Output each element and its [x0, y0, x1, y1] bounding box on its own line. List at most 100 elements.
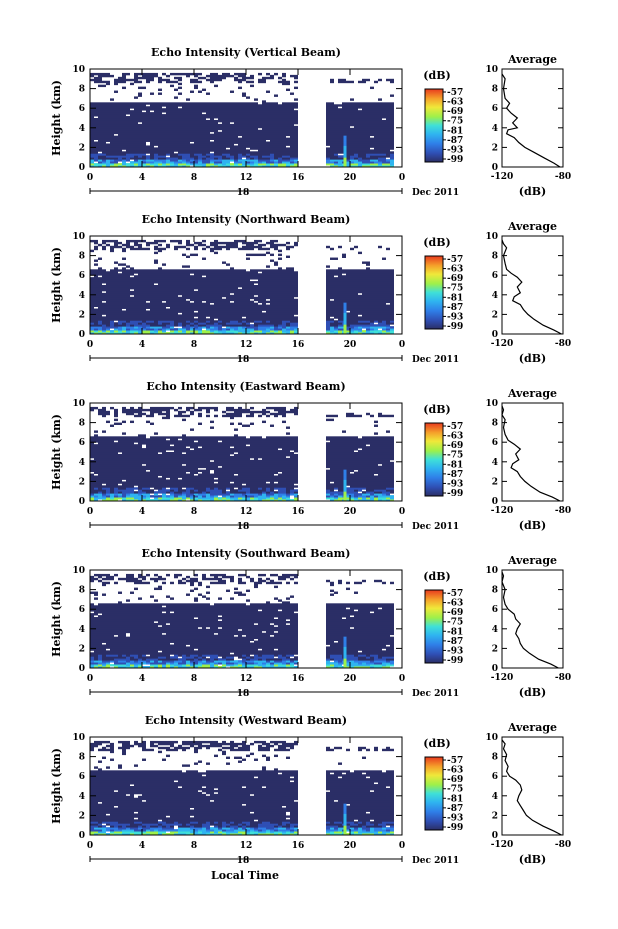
profile-x-label: (dB) [519, 352, 546, 365]
panel-title: Echo Intensity (Vertical Beam) [151, 46, 341, 59]
x-tick-label: 20 [344, 340, 357, 350]
y-axis-label: Height (km) [50, 748, 63, 824]
x-tick-label: 0 [399, 841, 405, 851]
y-tick-label: 10 [72, 65, 85, 75]
profile-y-tick-label: 0 [492, 497, 498, 507]
y-tick-label: 4 [79, 458, 85, 468]
colorbar-unit: (dB) [423, 570, 450, 583]
profile-y-tick-label: 2 [492, 644, 498, 654]
profile-y-tick-label: 8 [492, 753, 498, 763]
profile-x-label: (dB) [519, 519, 546, 532]
colorbar-tick-label: -63 [447, 766, 463, 776]
profile-y-tick-label: 4 [492, 291, 498, 301]
colorbar-tick-label: -93 [447, 646, 463, 656]
colorbar [424, 422, 444, 497]
y-tick-label: 0 [79, 330, 85, 340]
colorbar-unit: (dB) [423, 69, 450, 82]
date-label: Dec 2011 [412, 856, 459, 866]
colorbar-tick-label: -87 [447, 637, 463, 647]
colorbar-tick-label: -93 [447, 312, 463, 322]
colorbar-tick-label: -57 [447, 756, 463, 766]
x-tick-label: 0 [87, 507, 93, 517]
profile-y-tick-label: 0 [492, 163, 498, 173]
x-tick-label: 20 [344, 507, 357, 517]
y-tick-label: 6 [79, 438, 85, 448]
y-tick-label: 10 [72, 232, 85, 242]
y-axis-label: Height (km) [50, 414, 63, 490]
x-tick-label: 0 [399, 173, 405, 183]
colorbar-tick-label: -93 [447, 813, 463, 823]
date-label: Dec 2011 [412, 188, 459, 198]
profile-x-tick-label: -80 [555, 506, 571, 516]
profile-title: Average [507, 220, 557, 233]
x-tick-label: 4 [139, 674, 145, 684]
x-tick-label: 8 [191, 507, 197, 517]
profile-title: Average [507, 387, 557, 400]
date-label: Dec 2011 [412, 689, 459, 699]
colorbar-unit: (dB) [423, 403, 450, 416]
colorbar [424, 255, 444, 330]
profile-y-tick-label: 8 [492, 252, 498, 262]
x-tick-label: 0 [399, 507, 405, 517]
x-tick-label: 8 [191, 674, 197, 684]
colorbar-tick-label: -69 [447, 107, 463, 117]
x-tick-label: 8 [191, 841, 197, 851]
colorbar-tick-label: -69 [447, 441, 463, 451]
colorbar-tick-label: -81 [447, 126, 463, 136]
y-tick-label: 8 [79, 753, 85, 763]
panel-0: Echo Intensity (Vertical Beam) Height (km… [50, 46, 571, 198]
y-axis-label: Height (km) [50, 247, 63, 323]
profile-y-tick-label: 0 [492, 330, 498, 340]
y-tick-label: 4 [79, 124, 85, 134]
profile-y-tick-label: 6 [492, 605, 498, 615]
colorbar-tick-label: -75 [447, 618, 463, 628]
x-tick-label: 16 [292, 507, 305, 517]
profile-x-tick-label: -120 [491, 506, 514, 516]
colorbar-tick-label: -99 [447, 155, 463, 165]
profile-title: Average [507, 721, 557, 734]
y-tick-label: 6 [79, 772, 85, 782]
y-tick-label: 10 [72, 566, 85, 576]
x-tick-label: 0 [87, 173, 93, 183]
x-tick-label: 16 [292, 173, 305, 183]
colorbar-tick-label: -87 [447, 804, 463, 814]
y-tick-label: 0 [79, 831, 85, 841]
profile-frame [501, 736, 564, 836]
profile-x-tick-label: -80 [555, 673, 571, 683]
profile-y-tick-label: 2 [492, 143, 498, 153]
profile-y-tick-label: 6 [492, 438, 498, 448]
profile-y-tick-label: 2 [492, 811, 498, 821]
y-tick-label: 4 [79, 625, 85, 635]
colorbar-tick-label: -99 [447, 322, 463, 332]
y-tick-label: 10 [72, 733, 85, 743]
heatmap [90, 573, 394, 669]
profile-x-label: (dB) [519, 185, 546, 198]
y-tick-label: 8 [79, 85, 85, 95]
colorbar-tick-label: -87 [447, 303, 463, 313]
profile-y-tick-label: 4 [492, 458, 498, 468]
colorbar-tick-label: -75 [447, 451, 463, 461]
profile-x-label: (dB) [519, 853, 546, 866]
date-day-label: 18 [237, 689, 250, 699]
panel-2: Echo Intensity (Eastward Beam) Height (km… [50, 380, 571, 532]
heatmap [90, 740, 394, 836]
profile-y-tick-label: 4 [492, 625, 498, 635]
y-tick-label: 4 [79, 792, 85, 802]
profile-y-tick-label: 10 [485, 566, 498, 576]
y-tick-label: 10 [72, 399, 85, 409]
colorbar-tick-label: -63 [447, 599, 463, 609]
profile-frame [501, 68, 564, 168]
colorbar-tick-label: -75 [447, 117, 463, 127]
profile-y-tick-label: 4 [492, 792, 498, 802]
colorbar-tick-label: -99 [447, 656, 463, 666]
y-tick-label: 2 [79, 644, 85, 654]
x-tick-label: 4 [139, 173, 145, 183]
y-tick-label: 6 [79, 271, 85, 281]
colorbar-tick-label: -87 [447, 470, 463, 480]
profile-line [501, 571, 559, 669]
profile-y-tick-label: 4 [492, 124, 498, 134]
x-tick-label: 0 [87, 841, 93, 851]
y-tick-label: 2 [79, 477, 85, 487]
date-day-label: 18 [237, 355, 250, 365]
